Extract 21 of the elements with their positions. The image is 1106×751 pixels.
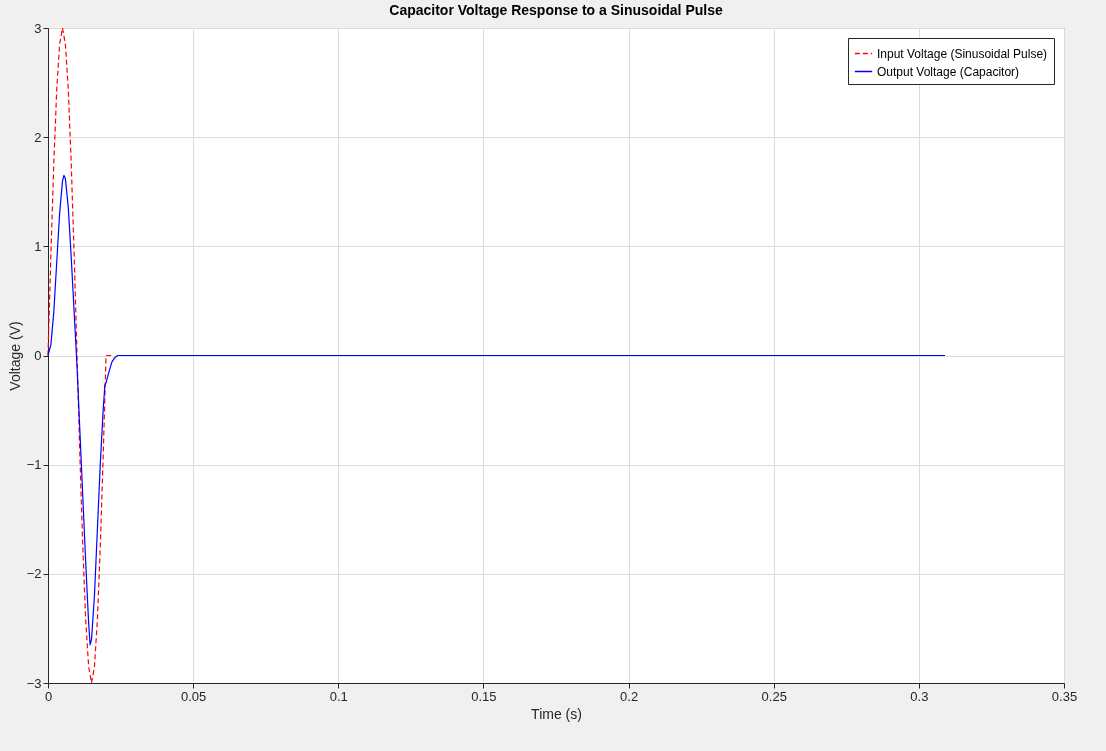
y-tick-label: 3 xyxy=(34,20,42,36)
y-tick-label: 2 xyxy=(34,129,42,145)
x-tick-label: 0.2 xyxy=(620,688,639,704)
x-tick-label: 0.25 xyxy=(761,688,787,704)
y-tick-label: −3 xyxy=(26,675,42,691)
x-tick-label: 0.05 xyxy=(180,688,207,704)
x-tick-label: 0 xyxy=(44,688,53,704)
legend-label: Input Voltage (Sinusoidal Pulse) xyxy=(877,46,1048,61)
y-tick-label: −2 xyxy=(26,566,42,582)
legend-label: Output Voltage (Capacitor) xyxy=(877,64,1020,79)
x-tick-label: 0.35 xyxy=(1051,688,1078,704)
y-tick-label: 1 xyxy=(34,238,42,254)
x-tick-label: 0.3 xyxy=(910,688,929,704)
y-tick-label: −1 xyxy=(26,457,42,473)
chart-title: Capacitor Voltage Response to a Sinusoidal Pulse xyxy=(389,2,723,18)
y-tick-label: 0 xyxy=(34,348,42,363)
x-tick-label: 0.15 xyxy=(471,688,497,704)
y-axis-title: Voltage (V) xyxy=(6,321,23,391)
x-tick-label: 0.1 xyxy=(329,688,348,704)
x-axis-title: Time (s) xyxy=(531,705,582,722)
line-series xyxy=(47,174,946,646)
